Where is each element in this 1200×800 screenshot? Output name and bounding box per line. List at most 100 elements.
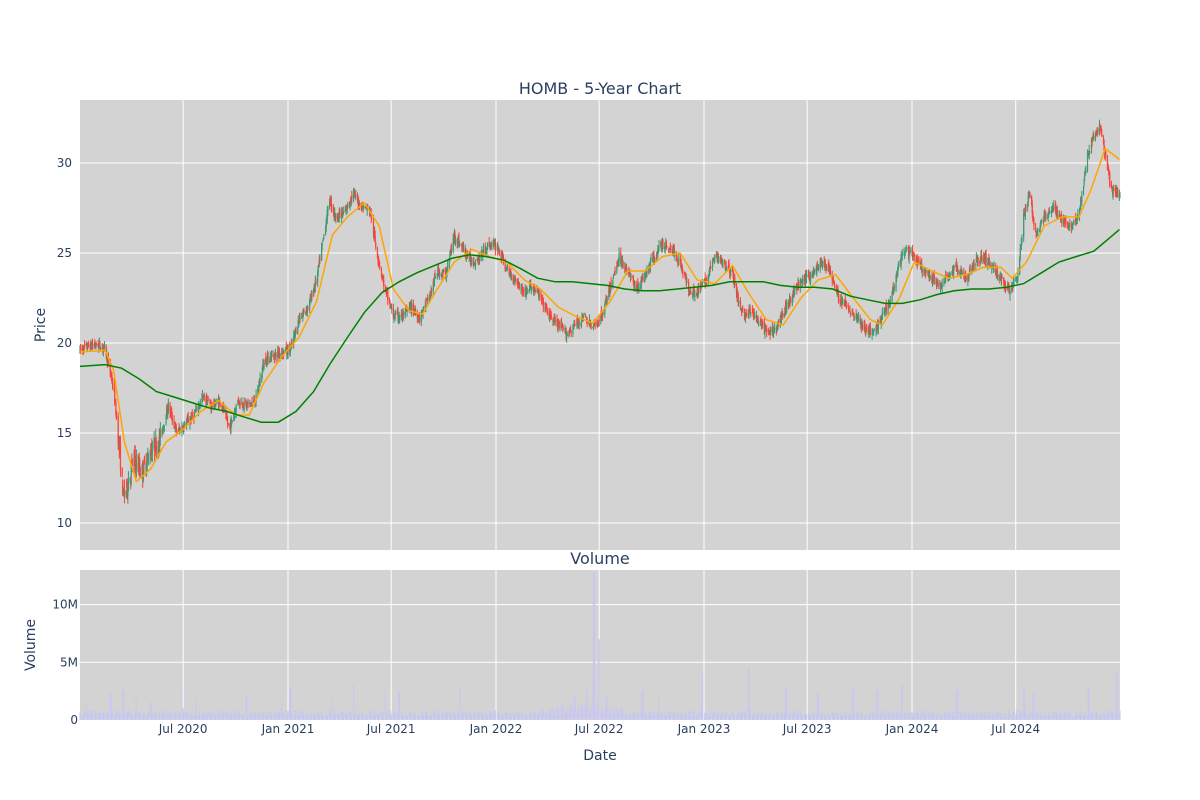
volume-bar (640, 712, 642, 720)
volume-bar (763, 713, 765, 720)
volume-bar (530, 716, 532, 720)
candle-body (554, 318, 556, 321)
candle-body (737, 293, 739, 301)
volume-bar (932, 711, 934, 720)
volume-bar (207, 712, 209, 720)
candle-body (370, 211, 372, 220)
candle-body (409, 304, 411, 307)
candle-body (711, 261, 714, 268)
candle-body (845, 303, 847, 305)
volume-bar (913, 715, 915, 720)
candle-body (187, 417, 189, 423)
candle-body (1031, 203, 1033, 213)
volume-bar (654, 711, 656, 720)
volume-bar (989, 712, 991, 720)
volume-bar (999, 712, 1001, 720)
volume-bar (525, 713, 527, 720)
volume-bar (645, 716, 647, 720)
price-plot-area[interactable] (80, 100, 1120, 550)
candle-body (1048, 212, 1050, 215)
candle-body (520, 286, 522, 290)
candle-body (162, 429, 164, 433)
candle-body (1047, 217, 1049, 219)
candle-body (376, 248, 379, 259)
volume-bar (1113, 712, 1115, 720)
volume-bar (857, 715, 859, 720)
volume-bar (520, 712, 522, 720)
volume-bar (379, 711, 381, 720)
candle-body (617, 261, 620, 264)
volume-bar (153, 713, 155, 720)
volume-bar (194, 712, 196, 720)
candle-body (270, 358, 272, 360)
candle-body (625, 266, 628, 272)
volume-bar (915, 713, 917, 720)
candle-body (1073, 219, 1075, 224)
candle-body (525, 289, 527, 297)
candle-body (936, 279, 938, 283)
candle-body (442, 271, 445, 273)
volume-bar (478, 711, 480, 720)
candle-body (738, 301, 740, 303)
volume-bar (800, 711, 802, 720)
volume-bar (206, 712, 208, 720)
candle-body (550, 314, 552, 320)
volume-bar (319, 712, 321, 720)
candle-body (530, 285, 532, 290)
volume-bar (165, 711, 167, 720)
volume-bar (1093, 716, 1095, 720)
volume-bar (860, 712, 862, 720)
candle-body (158, 449, 160, 451)
volume-bar (294, 710, 296, 720)
volume-bar (621, 709, 623, 720)
volume-bar (223, 712, 225, 720)
candle-body (291, 342, 293, 344)
volume-bar (799, 711, 801, 720)
volume-bar (218, 713, 220, 720)
volume-bar (326, 712, 328, 720)
candle-body (608, 289, 610, 298)
volume-bar (783, 713, 785, 720)
candle-body (620, 252, 622, 264)
x-tick-label: Jul 2023 (782, 722, 832, 736)
volume-bar (101, 710, 103, 720)
volume-bar (301, 711, 303, 720)
volume-bar (199, 715, 201, 720)
volume-bar (147, 713, 149, 720)
volume-bar (419, 716, 421, 720)
volume-bar (705, 713, 707, 720)
volume-bar (545, 712, 547, 720)
volume-bar (1092, 713, 1094, 720)
candle-body (688, 281, 690, 292)
volume-bar (586, 690, 588, 720)
volume-plot-area[interactable] (80, 570, 1120, 720)
volume-bar (358, 713, 360, 720)
volume-bar (429, 714, 431, 720)
volume-bar (965, 714, 967, 720)
volume-bar (398, 691, 400, 720)
volume-bar (375, 710, 377, 720)
volume-bar (569, 707, 571, 720)
candle-body (621, 259, 623, 266)
candle-body (981, 258, 983, 261)
volume-bar (1110, 711, 1112, 720)
volume-bar (367, 715, 369, 720)
candle-body (383, 279, 385, 287)
volume-bar (182, 713, 184, 720)
candle-body (718, 259, 720, 262)
volume-bar (522, 712, 524, 720)
volume-bar (1075, 710, 1077, 720)
candle-body (374, 230, 376, 238)
candle-body (238, 403, 240, 405)
volume-bar (490, 711, 492, 720)
candle-body (748, 309, 750, 316)
volume-bar (129, 710, 131, 720)
volume-bar (1106, 710, 1108, 720)
volume-bar (1055, 711, 1057, 720)
candle-body (538, 294, 540, 298)
volume-bar (845, 714, 847, 720)
volume-bar (215, 715, 217, 720)
candle-body (127, 482, 130, 491)
candle-body (1082, 186, 1085, 194)
candle-body (434, 277, 437, 279)
